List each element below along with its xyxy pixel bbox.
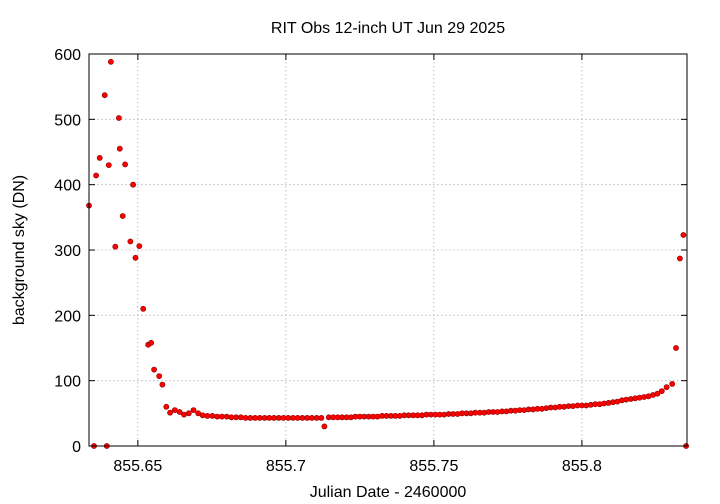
- data-point: [105, 162, 112, 168]
- data-point: [101, 92, 108, 99]
- data-point: [96, 154, 103, 161]
- x-tick-label: 855.65: [113, 458, 162, 475]
- data-point: [285, 414, 292, 421]
- data-point: [654, 390, 661, 397]
- x-tick-label: 855.7: [266, 458, 306, 475]
- data-point: [151, 366, 157, 373]
- data-point: [148, 339, 155, 346]
- data-point: [132, 254, 139, 261]
- chart-title: RIT Obs 12-inch UT Jun 29 2025: [271, 20, 505, 37]
- data-point: [167, 409, 173, 416]
- data-point: [140, 305, 147, 312]
- data-point: [159, 381, 166, 388]
- data-point: [233, 414, 239, 421]
- data-point: [204, 412, 211, 419]
- data-point: [176, 409, 183, 415]
- x-tick-labels: 855.65 855.7 855.75 855.8: [113, 458, 602, 475]
- data-point: [190, 407, 197, 413]
- data-point: [116, 145, 123, 152]
- data-point: [256, 414, 263, 421]
- data-point: [658, 388, 665, 394]
- data-point: [185, 410, 192, 417]
- data-point: [247, 414, 254, 421]
- data-point: [673, 345, 679, 351]
- axis-ticks: [89, 53, 687, 447]
- grid: [89, 54, 687, 446]
- y-axis-label: background sky (DN): [11, 175, 28, 325]
- data-point: [677, 255, 683, 262]
- data-point: [112, 243, 119, 250]
- x-tick-label: 855.8: [562, 458, 602, 475]
- data-point: [663, 384, 670, 391]
- y-tick-label: 400: [54, 178, 81, 195]
- data-point: [108, 58, 114, 65]
- data-point: [130, 181, 136, 188]
- data-point: [308, 414, 315, 421]
- data-point: [163, 403, 170, 410]
- data-point: [318, 414, 325, 421]
- x-tick-label: 855.75: [409, 458, 458, 475]
- y-tick-label: 100: [54, 374, 81, 391]
- y-tick-label: 600: [54, 47, 81, 64]
- data-point: [136, 243, 143, 249]
- y-tick-label: 300: [54, 243, 81, 260]
- data-point: [271, 414, 277, 421]
- data-point: [299, 414, 306, 421]
- data-point: [122, 161, 128, 168]
- data-point: [680, 232, 687, 238]
- data-point: [199, 412, 206, 419]
- data-points: [86, 58, 689, 449]
- data-point: [321, 423, 328, 430]
- data-point: [127, 238, 134, 245]
- y-tick-label: 200: [54, 308, 81, 325]
- data-point: [181, 411, 187, 418]
- data-point: [116, 115, 122, 121]
- data-point: [209, 412, 216, 419]
- data-point: [119, 213, 126, 219]
- y-tick-labels: 0 100 200 300 400 500 600: [54, 47, 81, 456]
- x-axis-label: Julian Date - 2460000: [310, 484, 467, 501]
- data-point: [669, 380, 676, 387]
- y-tick-label: 0: [72, 439, 81, 456]
- data-point: [156, 373, 163, 379]
- data-point: [93, 172, 99, 179]
- data-point: [237, 414, 244, 421]
- y-tick-label: 500: [54, 112, 81, 129]
- data-point: [223, 413, 230, 420]
- data-point: [218, 413, 225, 420]
